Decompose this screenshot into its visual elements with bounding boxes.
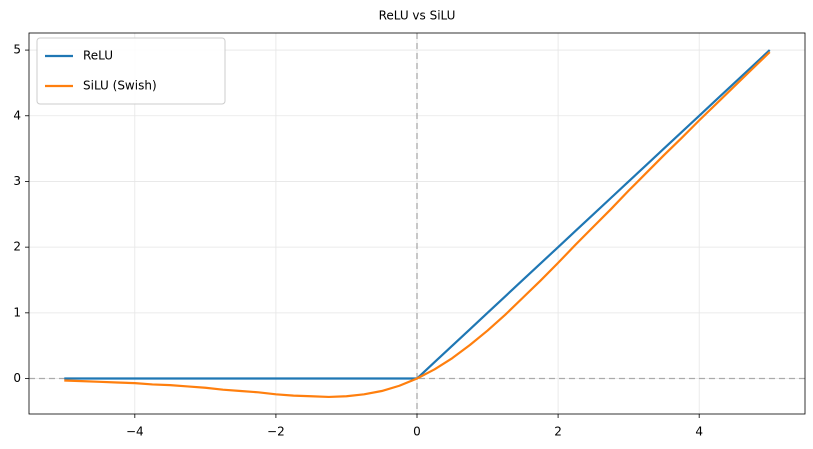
series-line bbox=[64, 51, 771, 399]
x-tick-label: −4 bbox=[126, 425, 144, 439]
legend-label: ReLU bbox=[83, 49, 113, 63]
x-tick-label: 0 bbox=[413, 425, 421, 439]
y-tick-label: 3 bbox=[13, 174, 21, 188]
legend: ReLU SiLU (Swish) bbox=[36, 37, 226, 105]
y-tick-label: 4 bbox=[13, 108, 21, 122]
legend-label: SiLU (Swish) bbox=[83, 79, 157, 93]
y-tick-label: 2 bbox=[13, 240, 21, 254]
x-tick-label: −2 bbox=[267, 425, 285, 439]
plot-frame bbox=[28, 32, 806, 415]
legend-box bbox=[36, 37, 226, 105]
x-tick-label: 4 bbox=[695, 425, 703, 439]
x-tick-label: 2 bbox=[554, 425, 562, 439]
chart-title: ReLU vs SiLU bbox=[379, 9, 456, 23]
y-tick-label: 0 bbox=[13, 371, 21, 385]
y-tick-label: 1 bbox=[13, 305, 21, 319]
y-tick-label: 5 bbox=[13, 43, 21, 57]
